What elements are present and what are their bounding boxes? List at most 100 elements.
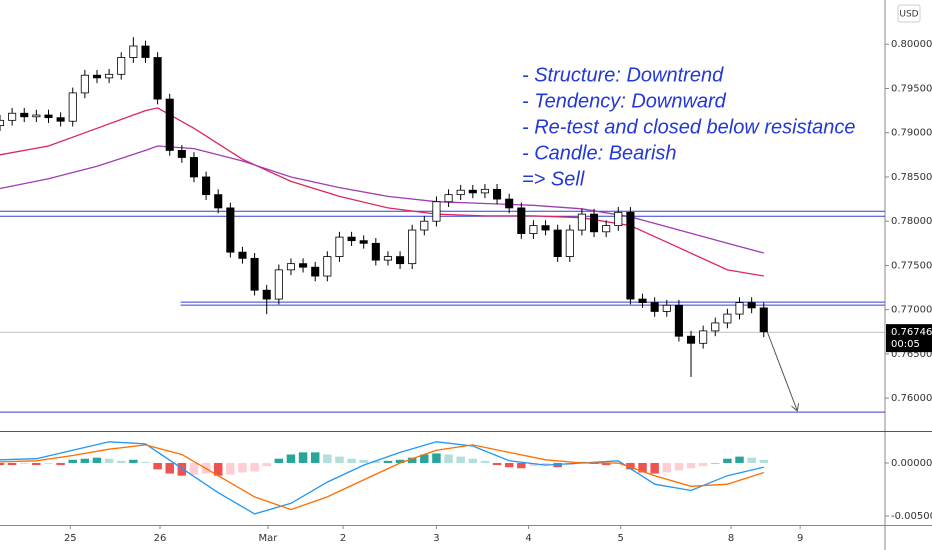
y-tick-label: -0.00500	[891, 511, 932, 522]
forecast-arrow	[761, 317, 797, 410]
candle-body	[347, 236, 356, 242]
candle-body	[383, 256, 392, 261]
annotation-text: - Re-test and closed below resistance	[522, 116, 856, 138]
histogram-bar	[444, 454, 453, 463]
candle-body	[238, 251, 247, 259]
y-tick-label: 0.80000	[891, 39, 932, 50]
histogram-bar	[553, 462, 562, 468]
candle-body	[480, 188, 489, 194]
annotation-text: - Candle: Bearish	[522, 142, 677, 164]
candle-body	[420, 220, 429, 231]
histogram-bar	[129, 459, 138, 463]
candle-body	[468, 189, 477, 194]
candle-body	[335, 236, 344, 257]
y-tick-label: 0.78000	[891, 216, 932, 227]
indicator-line	[0, 441, 764, 515]
annotation-text: - Tendency: Downward	[522, 90, 727, 112]
candle-body	[614, 211, 623, 227]
annotation-text: - Structure: Downtrend	[522, 64, 724, 86]
x-tick-label: Mar	[258, 533, 278, 544]
candle-body	[553, 229, 562, 257]
candle-body	[274, 269, 283, 300]
candle-body	[141, 45, 150, 58]
candle-body	[456, 189, 465, 196]
indicator-line	[0, 107, 764, 277]
x-tick-label: 2	[340, 533, 346, 544]
histogram-bar	[395, 459, 405, 463]
histogram-bar	[541, 462, 550, 466]
histogram-bar	[492, 462, 502, 466]
candle-body	[117, 57, 126, 75]
histogram-bar	[189, 462, 199, 475]
candle-body	[226, 207, 235, 253]
candle-body	[8, 112, 17, 121]
candle-body	[262, 289, 271, 300]
candle-body	[359, 240, 368, 244]
histogram-bar	[141, 461, 150, 463]
candle-body	[177, 150, 186, 158]
candle-body	[0, 119, 5, 127]
candle-body	[674, 304, 683, 337]
candle-body	[189, 157, 199, 178]
histogram-bar	[662, 462, 672, 473]
candle-body	[129, 45, 138, 58]
histogram-bar	[286, 454, 296, 463]
candle-body	[432, 201, 441, 222]
histogram-bar	[116, 460, 126, 463]
countdown-label: 00:05	[891, 339, 920, 350]
currency-box[interactable]	[897, 4, 921, 23]
histogram-bar	[238, 462, 247, 473]
candle-body	[153, 57, 162, 100]
histogram-bar	[383, 460, 393, 463]
histogram-bar	[723, 458, 732, 463]
candle-body	[396, 256, 405, 265]
histogram-bar	[650, 462, 659, 474]
last-price-label: 0.76746	[891, 327, 932, 338]
candle-body	[662, 304, 671, 312]
candle-body	[626, 211, 635, 300]
candle-body	[408, 229, 417, 265]
histogram-bar	[371, 460, 381, 463]
histogram-bar	[165, 462, 174, 474]
candle-body	[723, 313, 732, 324]
candle-body	[686, 335, 696, 344]
histogram-bar	[7, 462, 17, 466]
histogram-bar	[250, 462, 259, 472]
y-tick-label: 0.79500	[891, 83, 932, 94]
candle-body	[529, 225, 538, 234]
histogram-bar	[698, 462, 708, 467]
indicator-line	[0, 145, 764, 254]
candle-body	[165, 98, 174, 151]
histogram-bar	[638, 462, 647, 473]
candle-body	[577, 213, 586, 231]
histogram-bar	[56, 462, 65, 466]
candle-body	[602, 225, 611, 233]
histogram-bar	[456, 456, 465, 463]
candle-body	[44, 114, 53, 119]
histogram-bar	[420, 454, 429, 463]
histogram-bar	[32, 462, 41, 466]
histogram-bar	[104, 458, 114, 463]
histogram-bar	[20, 462, 29, 465]
histogram-bar	[686, 462, 696, 469]
histogram-bar	[735, 456, 744, 463]
histogram-bar	[0, 462, 5, 466]
candle-body	[505, 198, 514, 209]
histogram-bar	[626, 462, 635, 470]
candle-body	[250, 257, 259, 291]
histogram-bar	[759, 459, 769, 463]
histogram-bar	[480, 460, 490, 463]
candle-body	[105, 73, 114, 79]
histogram-bar	[747, 457, 756, 463]
histogram-bar	[432, 453, 441, 463]
histogram-bar	[226, 462, 235, 475]
x-tick-label: 3	[433, 533, 439, 544]
y-tick-label: 0.76500	[891, 349, 932, 360]
histogram-bar	[347, 458, 356, 463]
candle-body	[92, 74, 102, 79]
indicator-line	[0, 444, 764, 511]
histogram-bar	[601, 462, 611, 466]
histogram-bar	[213, 462, 223, 476]
candle-body	[650, 302, 659, 312]
